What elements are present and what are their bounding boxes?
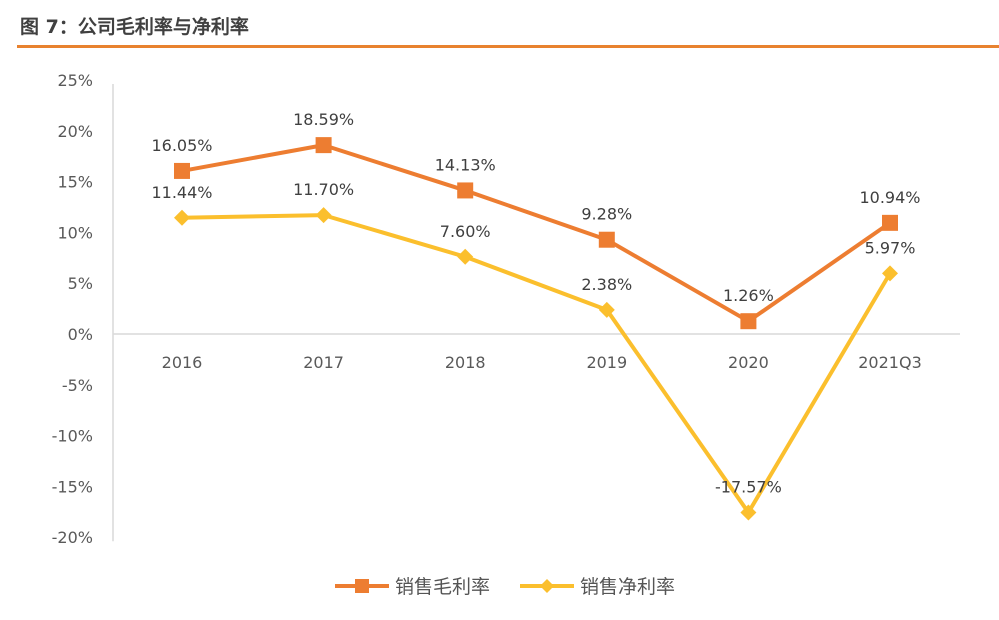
legend-diamond-marker-icon — [520, 578, 575, 593]
x-tick-label: 2020 — [728, 353, 769, 372]
data-point-square — [882, 214, 898, 231]
legend-item: 销售毛利率 — [335, 572, 490, 599]
y-tick-label: 10% — [57, 223, 93, 242]
data-point-square — [457, 182, 474, 199]
data-label: 18.59% — [293, 110, 354, 129]
data-label: 14.13% — [435, 155, 496, 174]
series-line-0 — [181, 143, 892, 324]
data-label: 7.60% — [440, 222, 491, 241]
title-divider — [17, 45, 999, 48]
y-tick-label: -20% — [52, 528, 93, 547]
y-tick-label: 25% — [57, 71, 93, 90]
x-tick-label: 2017 — [303, 353, 344, 372]
data-point-diamond — [457, 248, 474, 265]
figure-title: 图 7：公司毛利率与净利率 — [20, 16, 249, 38]
legend-square-marker-icon — [335, 578, 389, 593]
data-label: 10.94% — [859, 188, 920, 207]
data-label: 9.28% — [581, 205, 632, 224]
data-label: 16.05% — [151, 136, 212, 155]
x-tick-label: 2019 — [586, 353, 627, 372]
data-label: 2.38% — [581, 275, 632, 294]
data-point-square — [740, 313, 757, 330]
data-point-square — [598, 231, 615, 248]
data-point-diamond — [882, 265, 898, 282]
data-point-square — [315, 137, 332, 154]
y-tick-label: 0% — [68, 325, 93, 344]
legend-item: 销售净利率 — [520, 572, 675, 599]
y-tick-label: -15% — [52, 477, 93, 496]
data-point-diamond — [598, 301, 615, 318]
y-tick-label: 5% — [68, 274, 93, 293]
data-point-square — [174, 162, 190, 179]
data-point-diamond — [740, 504, 757, 521]
y-tick-label: 15% — [57, 173, 93, 192]
data-point-diamond — [315, 207, 332, 224]
x-tick-label: 2018 — [445, 353, 486, 372]
x-tick-label: 2021Q3 — [858, 353, 922, 372]
data-label: 11.70% — [293, 180, 354, 199]
legend-label: 销售毛利率 — [395, 576, 491, 598]
y-tick-label: -5% — [62, 376, 93, 395]
series-line-1 — [181, 213, 892, 515]
data-label: 5.97% — [865, 238, 916, 257]
data-point-diamond — [174, 209, 190, 226]
data-label: 1.26% — [723, 286, 774, 305]
x-tick-label: 2016 — [162, 353, 203, 372]
y-tick-label: 20% — [57, 122, 93, 141]
y-tick-label: -10% — [52, 427, 93, 446]
data-label: 11.44% — [151, 183, 212, 202]
legend: 销售毛利率 销售净利率 — [335, 572, 675, 599]
legend-label: 销售净利率 — [580, 576, 676, 598]
data-label: -17.57% — [715, 478, 782, 497]
